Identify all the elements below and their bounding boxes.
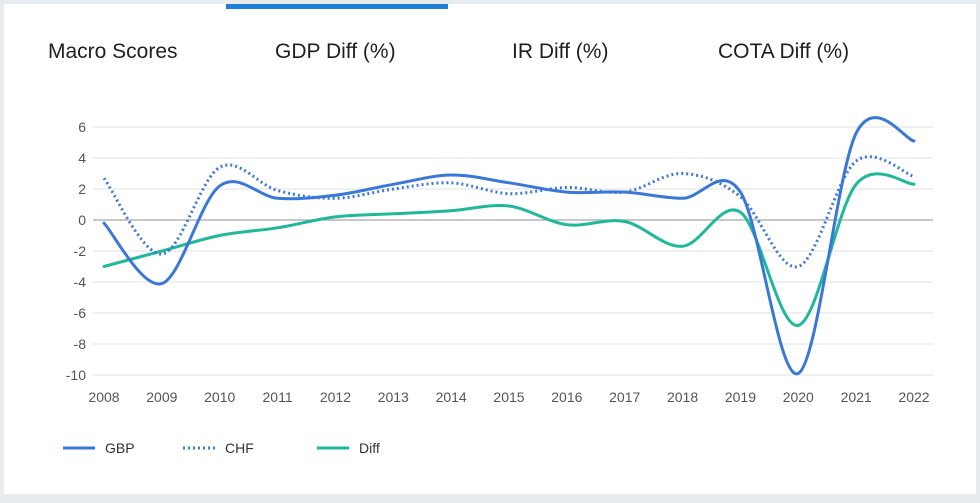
tab-macro-scores[interactable]: Macro Scores — [48, 40, 178, 63]
tab-gdp-diff[interactable]: GDP Diff (%) — [275, 40, 396, 63]
x-tick-label: 2012 — [320, 389, 351, 405]
y-tick-label: 4 — [78, 150, 86, 166]
active-tab-indicator — [226, 4, 448, 9]
y-tick-label: -4 — [74, 274, 87, 290]
y-tick-label: 0 — [78, 212, 86, 228]
series-line-diff — [102, 172, 916, 327]
y-tick-label: -10 — [66, 367, 86, 383]
series-line-gbp — [102, 116, 916, 375]
x-tick-label: 2017 — [609, 389, 640, 405]
series-line-chf — [102, 155, 915, 269]
y-tick-label: 2 — [78, 181, 86, 197]
x-tick-label: 2020 — [783, 389, 814, 405]
tab-cota-diff[interactable]: COTA Diff (%) — [718, 40, 850, 63]
legend-label-chf: CHF — [225, 440, 254, 456]
x-tick-label: 2016 — [551, 389, 582, 405]
x-tick-label: 2009 — [146, 389, 177, 405]
x-tick-label: 2011 — [263, 389, 293, 405]
legend-label-diff: Diff — [359, 440, 380, 456]
y-tick-label: 6 — [78, 119, 86, 135]
x-tick-label: 2008 — [88, 389, 119, 405]
y-tick-label: -8 — [74, 336, 87, 352]
x-tick-label: 2014 — [436, 389, 467, 405]
x-tick-label: 2021 — [841, 389, 872, 405]
x-tick-label: 2013 — [378, 389, 409, 405]
x-tick-label: 2022 — [898, 389, 929, 405]
legend-label-gbp: GBP — [105, 440, 135, 456]
tab-ir-diff[interactable]: IR Diff (%) — [512, 40, 609, 63]
y-tick-label: -2 — [74, 243, 87, 259]
y-tick-label: -6 — [74, 305, 87, 321]
x-tick-label: 2019 — [725, 389, 756, 405]
x-tick-label: 2015 — [493, 389, 524, 405]
x-tick-label: 2010 — [204, 389, 235, 405]
x-tick-label: 2018 — [667, 389, 698, 405]
